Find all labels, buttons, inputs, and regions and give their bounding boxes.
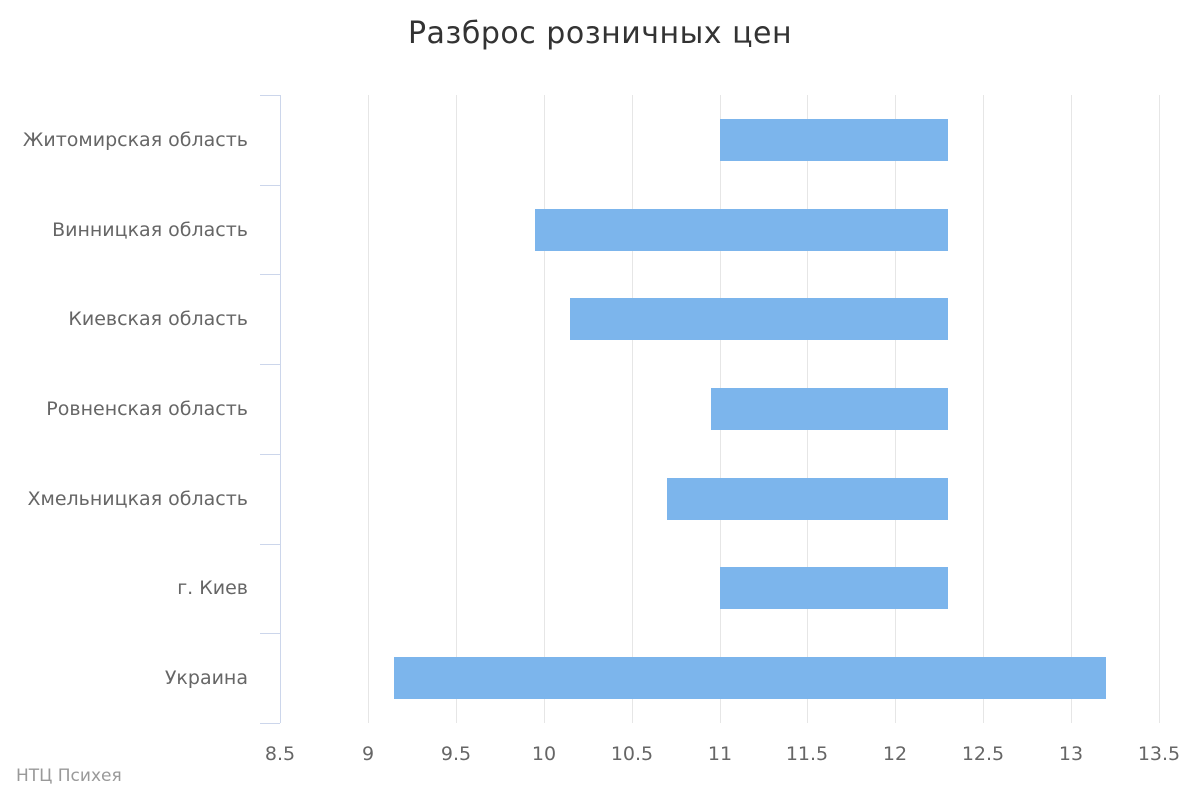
- category-tick: [260, 544, 280, 545]
- category-axis-line: [280, 95, 281, 723]
- x-axis-tick-label: 13.5: [1137, 743, 1181, 765]
- x-axis-tick-label: 12: [882, 743, 908, 765]
- category-label: Украина: [164, 667, 248, 689]
- x-axis-tick-label: 9.5: [440, 743, 472, 765]
- x-axis-tick-label: 12.5: [961, 743, 1005, 765]
- gridline: [632, 95, 633, 723]
- category-tick: [260, 723, 280, 724]
- category-label: Винницкая область: [52, 219, 248, 241]
- x-axis-tick-label: 10: [531, 743, 557, 765]
- x-axis-tick-label: 10.5: [610, 743, 654, 765]
- chart-title: Разброс розничных цен: [407, 16, 793, 51]
- category-tick: [260, 95, 280, 96]
- gridline: [456, 95, 457, 723]
- range-bar[interactable]: [570, 298, 948, 340]
- category-tick: [260, 633, 280, 634]
- credits-text: НТЦ Психея: [16, 766, 122, 786]
- gridline: [1071, 95, 1072, 723]
- range-bar[interactable]: [667, 478, 948, 520]
- gridline: [544, 95, 545, 723]
- category-label: Киевская область: [68, 308, 248, 330]
- x-axis-tick-label: 8.5: [264, 743, 296, 765]
- range-bar[interactable]: [720, 567, 948, 609]
- x-axis-tick-label: 11.5: [785, 743, 829, 765]
- category-label: Житомирская область: [22, 129, 248, 151]
- category-label: Хмельницкая область: [27, 488, 248, 510]
- category-tick: [260, 364, 280, 365]
- category-label: Ровненская область: [46, 398, 248, 420]
- category-label: г. Киев: [177, 577, 248, 599]
- x-axis-tick-label: 11: [707, 743, 733, 765]
- gridline: [1159, 95, 1160, 723]
- category-tick: [260, 274, 280, 275]
- gridline: [983, 95, 984, 723]
- x-axis-tick-label: 13: [1058, 743, 1084, 765]
- gridline: [368, 95, 369, 723]
- range-bar[interactable]: [711, 388, 948, 430]
- x-axis-tick-label: 9: [361, 743, 375, 765]
- category-tick: [260, 454, 280, 455]
- range-bar[interactable]: [394, 657, 1106, 699]
- category-tick: [260, 185, 280, 186]
- range-bar[interactable]: [720, 119, 948, 161]
- range-bar[interactable]: [535, 209, 948, 251]
